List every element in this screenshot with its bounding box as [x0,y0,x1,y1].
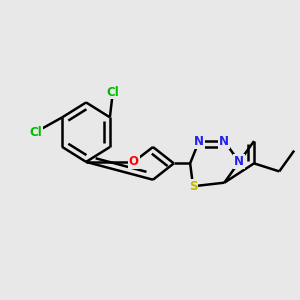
Text: O: O [129,155,139,168]
Text: Cl: Cl [29,126,42,139]
Text: S: S [189,180,197,193]
Text: N: N [194,135,204,148]
Text: N: N [234,155,244,168]
Text: Cl: Cl [106,85,119,98]
Text: N: N [219,135,229,148]
